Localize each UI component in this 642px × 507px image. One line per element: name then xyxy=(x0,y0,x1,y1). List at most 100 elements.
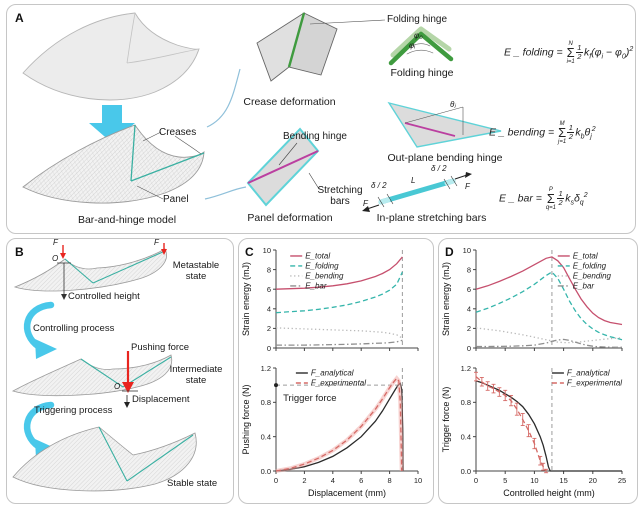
outplane-bending-hinge-icon xyxy=(387,101,502,148)
panel-deformation-label: Panel deformation xyxy=(247,212,333,224)
creases-label: Creases xyxy=(159,127,197,138)
model-caption: Bar-and-hinge model xyxy=(77,214,177,226)
delta-left-label: δ / 2 xyxy=(371,181,387,190)
panel-d-letter: D xyxy=(445,245,454,259)
pushing-force-chart: 0 2 4 6 8 10 0.0 0.4 0.8 1.2 Displacement (mm) Push… xyxy=(241,364,422,498)
svg-text:1.2: 1.2 xyxy=(261,364,271,373)
svg-text:Trigger force: Trigger force xyxy=(283,393,337,404)
svg-text:15: 15 xyxy=(559,476,567,485)
panel-b: B xyxy=(6,238,234,504)
svg-text:Strain energy (mJ): Strain energy (mJ) xyxy=(241,262,251,336)
theta-label: θⱼ xyxy=(450,100,456,109)
strain-energy-displacement-chart: 0 2 4 6 8 10 Strain energy (mJ) E_totalE_foldin… xyxy=(241,246,419,353)
down-arrow-icon xyxy=(89,105,135,143)
svg-text:0: 0 xyxy=(474,476,478,485)
origin2-label: O xyxy=(114,382,121,391)
svg-text:0.0: 0.0 xyxy=(461,467,471,476)
svg-text:0.0: 0.0 xyxy=(261,467,271,476)
svg-text:4: 4 xyxy=(331,476,335,485)
stable-mesh xyxy=(12,426,197,492)
force-left-label: F xyxy=(363,199,368,208)
connector-panel xyxy=(204,186,247,200)
phii-label: φᵢ xyxy=(409,41,416,50)
svg-text:F_experimental: F_experimental xyxy=(567,379,622,388)
svg-text:Trigger force (N): Trigger force (N) xyxy=(441,387,451,453)
svg-text:0.4: 0.4 xyxy=(261,432,271,441)
metastable-state-label: Metastable state xyxy=(172,260,220,282)
crease-deformation-icon xyxy=(256,11,386,82)
controlling-arrow-icon xyxy=(23,301,55,351)
controlling-process-label: Controlling process xyxy=(33,323,115,334)
svg-text:E_bending: E_bending xyxy=(573,271,612,280)
folding-hinge-callout: Folding hinge xyxy=(387,14,448,25)
svg-text:2: 2 xyxy=(267,324,271,333)
triggering-process-label: Triggering process xyxy=(34,405,113,416)
panel-c: C 0 2 4 6 8 10 Strain energy (mJ) E_total E_fold… xyxy=(238,238,434,504)
svg-text:6: 6 xyxy=(359,476,363,485)
svg-text:F_analytical: F_analytical xyxy=(567,369,610,378)
trigger-force-chart: 0 5 10 15 20 25 0.0 0.4 0.8 1.2 Controlled height … xyxy=(441,364,626,498)
panel-d: D 0 2 4 6 8 10 Strain energy (mJ) E_total E_fold… xyxy=(438,238,638,504)
pushing-force-label: Pushing force xyxy=(131,342,190,353)
svg-text:Controlled height (mm): Controlled height (mm) xyxy=(503,488,595,498)
displacement-label: Displacement xyxy=(132,394,190,405)
svg-text:1.2: 1.2 xyxy=(461,364,471,373)
panel-b-letter: B xyxy=(15,245,24,259)
svg-text:0.8: 0.8 xyxy=(261,398,271,407)
origin1-label: O xyxy=(52,254,59,263)
bending-hinge-label: Bending hinge xyxy=(283,131,347,142)
controlled-height-label: Controlled height xyxy=(68,291,140,302)
svg-text:E_folding: E_folding xyxy=(573,261,607,270)
svg-text:0: 0 xyxy=(267,344,271,353)
triggering-arrow-icon xyxy=(23,401,55,451)
svg-text:4: 4 xyxy=(267,305,271,314)
strain-energy-height-chart: 0 2 4 6 8 10 Strain energy (mJ) E_totalE_foldin… xyxy=(441,246,623,353)
panel-a: A xyxy=(6,4,636,234)
metastable-mesh xyxy=(13,248,167,292)
svg-text:F_analytical: F_analytical xyxy=(311,369,354,378)
intermediate-state-label: Intermediate state xyxy=(169,364,223,386)
folding-hinge-icon xyxy=(388,26,454,66)
delta-right-label: δ / 2 xyxy=(431,164,447,173)
svg-text:10: 10 xyxy=(263,246,271,255)
svg-text:10: 10 xyxy=(463,246,471,255)
panel-deformation-icon xyxy=(246,127,320,207)
bar-length-label: L xyxy=(411,176,416,185)
force-right-label: F xyxy=(465,182,470,191)
svg-text:0: 0 xyxy=(274,476,278,485)
svg-text:F_experimental: F_experimental xyxy=(311,379,366,388)
svg-text:6: 6 xyxy=(267,285,271,294)
svg-text:E_bending: E_bending xyxy=(305,271,344,280)
svg-text:25: 25 xyxy=(618,476,626,485)
svg-text:E_folding: E_folding xyxy=(305,261,339,270)
svg-text:0: 0 xyxy=(467,344,471,353)
svg-text:Pushing force (N): Pushing force (N) xyxy=(241,384,251,454)
stretching-bar-icon xyxy=(362,172,472,212)
folding-hinge-caption: Folding hinge xyxy=(390,67,454,79)
svg-text:Strain energy (mJ): Strain energy (mJ) xyxy=(441,262,451,336)
svg-text:E_total: E_total xyxy=(573,251,598,260)
svg-text:E_bar: E_bar xyxy=(305,281,327,290)
svg-text:2: 2 xyxy=(467,324,471,333)
inplane-caption: In-plane stretching bars xyxy=(376,212,487,224)
svg-text:10: 10 xyxy=(414,476,422,485)
panel-label: Panel xyxy=(163,194,189,205)
svg-text:E_bar: E_bar xyxy=(573,281,595,290)
panel-b-graphics xyxy=(11,243,197,492)
svg-text:2: 2 xyxy=(302,476,306,485)
smooth-surface xyxy=(22,12,200,101)
svg-text:0.4: 0.4 xyxy=(461,432,471,441)
intermediate-mesh xyxy=(11,354,173,397)
panel-c-letter: C xyxy=(245,245,254,259)
outplane-caption: Out-plane bending hinge xyxy=(387,152,503,164)
svg-text:4: 4 xyxy=(467,305,471,314)
svg-text:0.8: 0.8 xyxy=(461,398,471,407)
force1-label: F xyxy=(53,238,58,247)
svg-text:E_total: E_total xyxy=(305,251,330,260)
svg-text:5: 5 xyxy=(503,476,507,485)
connector-creases xyxy=(206,68,241,128)
bar-and-hinge-mesh xyxy=(22,124,205,204)
